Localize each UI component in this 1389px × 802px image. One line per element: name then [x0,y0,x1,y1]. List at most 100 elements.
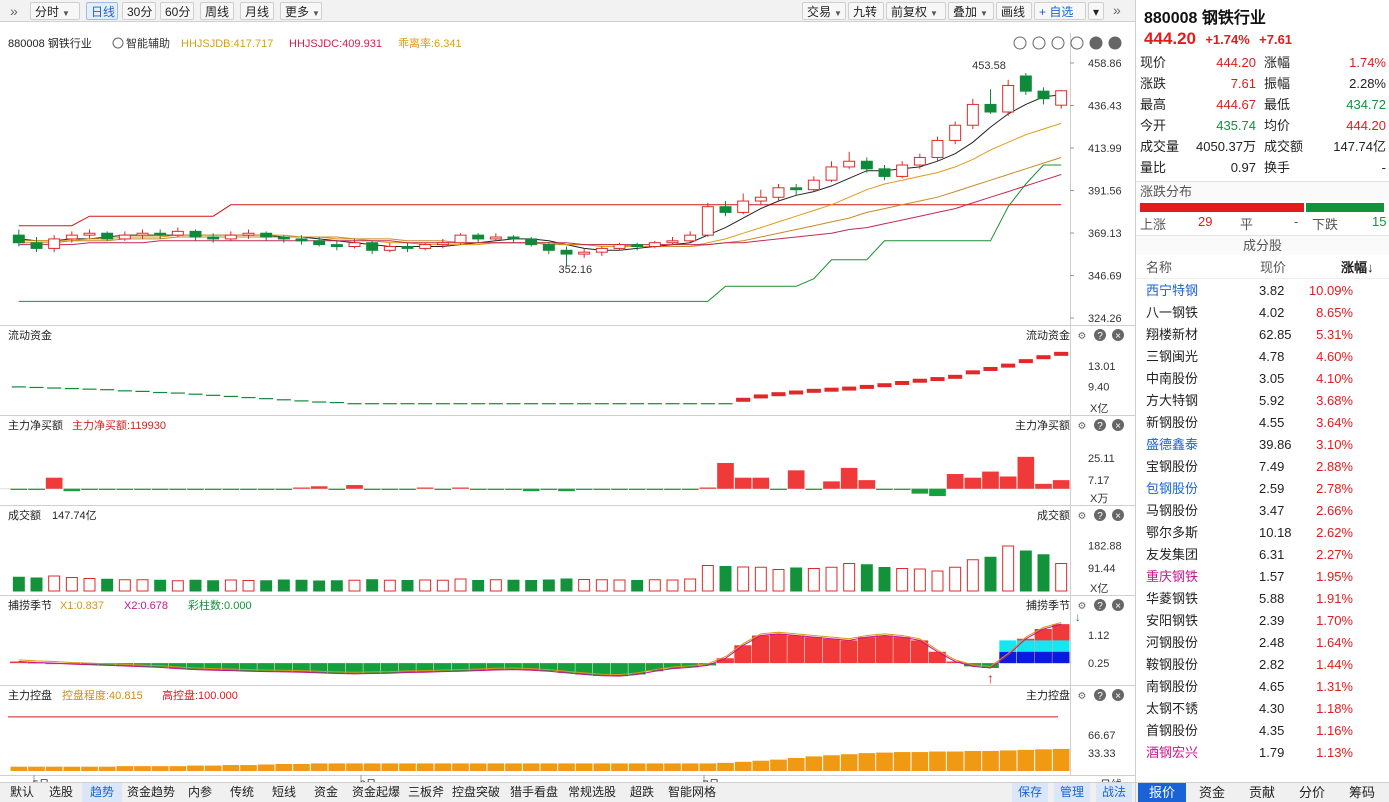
candle-body[interactable] [118,234,131,240]
save-button[interactable]: 保存 [1012,783,1048,802]
component-row[interactable]: 三钢闽光 4.78 4.60% [1136,346,1389,368]
collapse-icon[interactable]: » [6,2,26,20]
candle-body[interactable] [401,246,414,249]
candle-body[interactable] [12,234,25,244]
candle-body[interactable] [684,234,697,242]
manage-button[interactable]: 管理 [1054,783,1090,802]
add-watchlist-button[interactable]: + 自选 [1034,2,1086,20]
draw-button[interactable]: 画线 [996,2,1032,20]
candle-body[interactable] [419,244,432,249]
candle-body[interactable] [648,242,661,248]
strategy-tab[interactable]: 趋势 [82,783,122,802]
candle-body[interactable] [825,166,838,181]
candle-body[interactable] [807,179,820,191]
trade-button[interactable]: 交易 ▼ [802,2,846,20]
strategy-tab[interactable]: 传统 [229,785,254,799]
expand-panel-icon[interactable]: » [1113,2,1121,18]
candle-body[interactable] [260,232,273,238]
col-pct[interactable]: 涨幅↓ [1341,260,1374,275]
strategy-tab[interactable]: 选股 [48,785,73,799]
candle-body[interactable] [277,236,290,240]
candle-body[interactable] [860,160,873,170]
control-panel-help-icon[interactable]: ? [1097,691,1103,702]
candle-body[interactable] [366,242,379,251]
nine-turn-button[interactable]: 九转 [848,2,884,20]
period-daily[interactable]: 日线 [86,2,118,20]
candle-body[interactable] [719,206,732,213]
component-row[interactable]: 华菱钢铁 5.88 1.91% [1136,588,1389,610]
candle-body[interactable] [489,236,502,240]
flow-panel-help-icon[interactable]: ? [1097,331,1103,342]
col-name[interactable]: 名称 [1146,260,1173,275]
strategy-tab[interactable]: 短线 [271,785,296,799]
season-panel-help-icon[interactable]: ? [1097,601,1103,612]
candle-body[interactable] [754,196,767,202]
period-30min[interactable]: 30分 [122,2,156,20]
candle-body[interactable] [1037,90,1050,100]
candle-body[interactable] [737,200,750,213]
candle-body[interactable] [984,103,997,113]
flow-panel-close-icon[interactable]: × [1115,331,1121,342]
component-row[interactable]: 翔楼新材 62.85 5.31% [1136,324,1389,346]
volume-panel-gear-icon[interactable]: ⚙ [1078,511,1087,522]
candle-body[interactable] [595,247,608,253]
component-row[interactable]: 方大特钢 5.92 3.68% [1136,390,1389,412]
component-row[interactable]: 酒钢宏兴 1.79 1.13% [1136,742,1389,764]
component-row[interactable]: 中南股份 3.05 4.10% [1136,368,1389,390]
component-row[interactable]: 首钢股份 4.35 1.16% [1136,720,1389,742]
candle-body[interactable] [472,234,485,240]
candle-body[interactable] [542,244,555,251]
quote-tab[interactable]: 贡献 [1248,785,1275,800]
candle-body[interactable] [171,230,184,236]
close-icon[interactable] [1108,36,1122,50]
candle-body[interactable] [507,236,520,240]
strategy-tab[interactable]: 资金起爆 [351,785,400,799]
period-monthly[interactable]: 月线 [240,2,274,20]
quote-tab[interactable]: 报价 [1138,783,1186,802]
strategy-tab[interactable]: 资金 [313,785,338,799]
net-buy-panel-close-icon[interactable]: × [1115,421,1121,432]
strategy-tab[interactable]: 猎手看盘 [509,785,558,799]
candle-body[interactable] [790,187,803,191]
candle-body[interactable] [966,103,979,126]
candle-body[interactable] [896,164,909,177]
candle-body[interactable] [843,160,856,168]
candle-body[interactable] [224,234,237,240]
candle-body[interactable] [30,242,43,249]
net-buy-panel-gear-icon[interactable]: ⚙ [1078,421,1087,432]
candle-body[interactable] [83,232,96,236]
candle-body[interactable] [330,244,343,248]
candle-body[interactable] [189,230,202,238]
candle-body[interactable] [701,206,714,236]
component-row[interactable]: 鄂尔多斯 10.18 2.62% [1136,522,1389,544]
candle-body[interactable] [931,139,944,158]
settings-icon[interactable] [1070,36,1084,50]
candle-body[interactable] [578,251,591,255]
strategy-tab[interactable]: 常规选股 [567,785,616,799]
candle-body[interactable] [48,238,61,249]
component-row[interactable]: 河钢股份 2.48 1.64% [1136,632,1389,654]
candle-body[interactable] [313,240,326,246]
assist-toggle-icon[interactable] [112,37,124,49]
candle-body[interactable] [242,232,255,236]
component-row[interactable]: 新钢股份 4.55 3.64% [1136,412,1389,434]
candle-body[interactable] [878,168,891,177]
component-row[interactable]: 鞍钢股份 2.82 1.44% [1136,654,1389,676]
strategy-tab[interactable]: 控盘突破 [451,785,500,799]
season-panel-gear-icon[interactable]: ⚙ [1078,601,1087,612]
candle-body[interactable] [525,238,538,246]
season-panel-close-icon[interactable]: × [1115,601,1121,612]
strategy-tab[interactable]: 默认 [9,785,34,799]
strategy-tab[interactable]: 超跌 [629,785,654,799]
candle-body[interactable] [631,244,644,248]
period-more[interactable]: 更多 ▼ [280,2,322,20]
component-row[interactable]: 包钢股份 2.59 2.78% [1136,478,1389,500]
volume-panel-close-icon[interactable]: × [1115,511,1121,522]
component-row[interactable]: 友发集团 6.31 2.27% [1136,544,1389,566]
zoom-in-icon[interactable] [1032,36,1046,50]
candle-body[interactable] [913,156,926,166]
quote-tab[interactable]: 筹码 [1348,785,1375,800]
help-icon[interactable] [1089,36,1103,50]
strategy-tab[interactable]: 智能网格 [667,785,716,799]
candle-body[interactable] [436,242,449,246]
